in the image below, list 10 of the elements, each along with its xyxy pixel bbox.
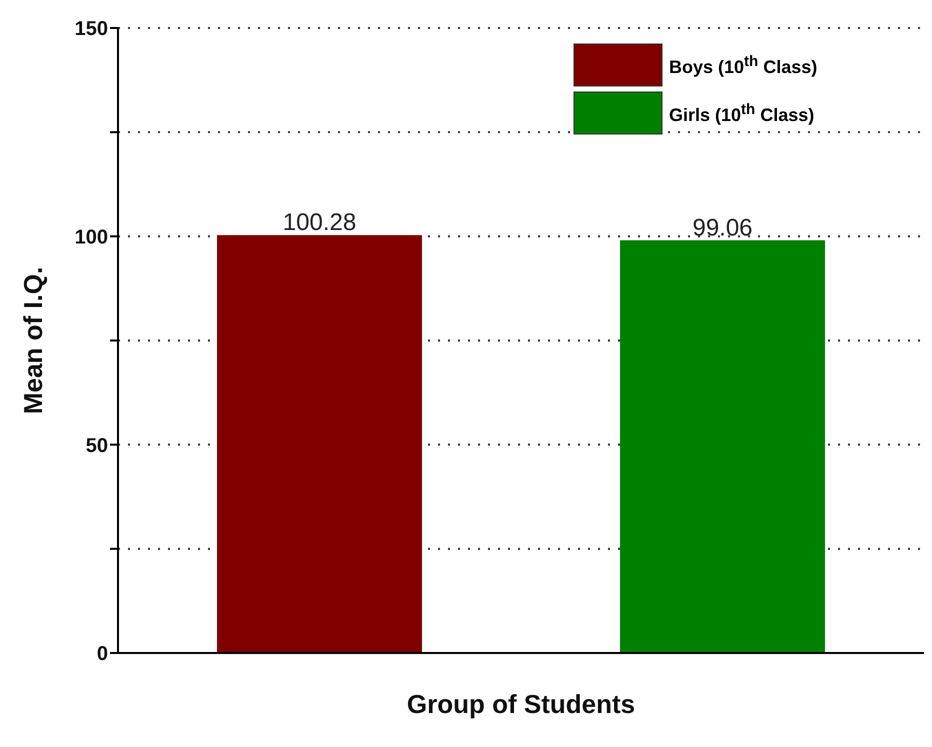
legend-label: Girls (10$^{th}$ Class) — [669, 100, 814, 126]
y-tick-label: 0 — [96, 643, 108, 666]
y-axis-title: Mean of I.Q. — [18, 266, 48, 414]
y-tick-label: 50 — [86, 434, 108, 457]
legend-label: Boys (10$^{th}$ Class) — [669, 52, 818, 78]
y-tick-label: 100 — [74, 226, 108, 248]
y-tick-label: 150 — [74, 18, 108, 40]
x-axis-title: Group of Students — [406, 689, 636, 719]
data-label: 100.28 — [282, 209, 356, 236]
data-label: 99.06 — [692, 214, 753, 242]
